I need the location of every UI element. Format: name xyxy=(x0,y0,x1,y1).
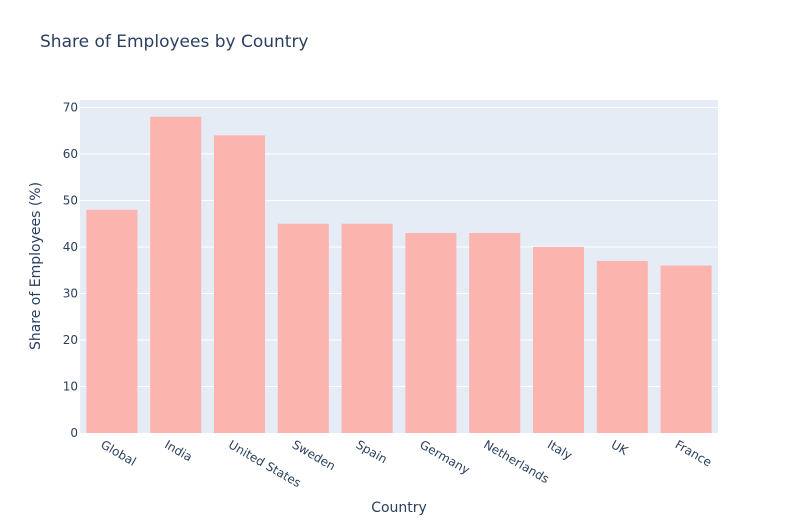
y-tick-label: 0 xyxy=(70,426,78,440)
x-tick-label: Netherlands xyxy=(481,437,551,486)
bars xyxy=(86,116,712,434)
x-axis-title: Country xyxy=(371,500,427,516)
x-tick-label: Spain xyxy=(354,437,390,466)
bar-uk xyxy=(596,260,648,433)
x-tick-label: Global xyxy=(98,437,138,468)
y-tick-label: 70 xyxy=(63,100,78,114)
bar-united-states xyxy=(213,135,266,433)
y-tick-labels: 0 10 20 30 40 50 60 70 xyxy=(63,100,78,440)
x-tick-label: Germany xyxy=(417,437,472,477)
x-tick-label: Italy xyxy=(545,437,575,462)
y-tick-label: 50 xyxy=(63,193,78,207)
x-tick-label: UK xyxy=(609,437,631,458)
bar-india xyxy=(150,116,202,434)
bar-italy xyxy=(532,246,585,433)
bar-global xyxy=(86,209,138,433)
y-tick-label: 40 xyxy=(63,240,78,254)
y-axis-title: Share of Employees (%) xyxy=(28,182,44,350)
bar-germany xyxy=(405,233,457,433)
bar-netherlands xyxy=(469,233,521,433)
y-tick-label: 20 xyxy=(63,333,78,347)
y-tick-label: 60 xyxy=(63,147,78,161)
bar-sweden xyxy=(277,223,329,433)
x-tick-label: India xyxy=(162,437,195,464)
y-tick-label: 30 xyxy=(63,286,78,300)
y-tick-label: 10 xyxy=(63,379,78,393)
x-tick-label: Sweden xyxy=(290,437,338,473)
bar-france xyxy=(660,265,712,433)
x-tick-label: France xyxy=(673,437,715,469)
bar-spain xyxy=(341,223,393,433)
chart-title: Share of Employees by Country xyxy=(40,32,309,52)
